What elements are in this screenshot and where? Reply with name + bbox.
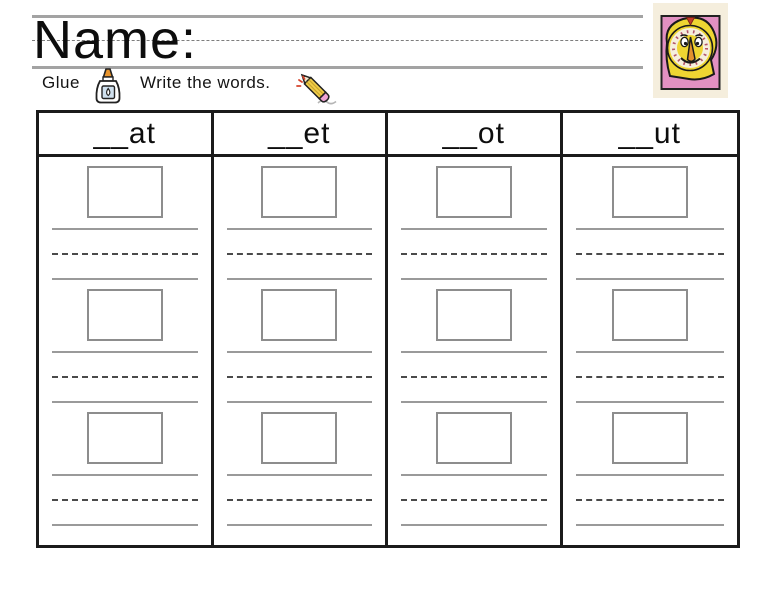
column-ut (563, 157, 738, 545)
picture-glue-box (86, 166, 163, 218)
writing-line-solid (52, 524, 198, 526)
writing-line-solid (401, 474, 547, 476)
glue-instruction-label: Glue (42, 73, 80, 92)
glue-slot (39, 412, 211, 526)
glue-slot (39, 289, 211, 403)
glue-slot (563, 289, 738, 403)
writing-line-solid (575, 278, 724, 280)
writing-line-solid (575, 351, 724, 353)
picture-glue-box (261, 412, 338, 464)
glue-slot (563, 412, 738, 526)
glue-slot (214, 166, 386, 280)
writing-line-solid (575, 524, 724, 526)
picture-glue-box (435, 289, 512, 341)
writing-line-solid (226, 351, 372, 353)
writing-line-dashed (226, 253, 372, 255)
writing-line-dashed (401, 376, 547, 378)
glue-bottle-icon (93, 67, 123, 110)
picture-glue-box (611, 166, 688, 218)
picture-glue-box (611, 412, 688, 464)
writing-line-dashed (226, 376, 372, 378)
column-et (214, 157, 388, 545)
column-header-et: __et (213, 113, 388, 157)
picture-glue-box (86, 412, 163, 464)
writing-line-solid (52, 401, 198, 403)
writing-line-solid (401, 278, 547, 280)
writing-line-solid (226, 228, 372, 230)
writing-line-solid (52, 278, 198, 280)
picture-glue-box (435, 412, 512, 464)
pencil-icon (296, 70, 338, 111)
picture-glue-box (611, 289, 688, 341)
glue-slot (563, 166, 738, 280)
column-at (39, 157, 214, 545)
writing-line-dashed (52, 253, 198, 255)
writing-line-solid (401, 524, 547, 526)
writing-line-solid (575, 228, 724, 230)
glue-slot (388, 412, 560, 526)
column-header-ut: __ut (562, 113, 737, 157)
writing-line-dashed (575, 376, 724, 378)
writing-line-solid (52, 474, 198, 476)
smiling-dial-face-clipart (653, 3, 728, 103)
handwriting-line-top (32, 15, 643, 18)
glue-slot (214, 412, 386, 526)
picture-glue-box (261, 289, 338, 341)
writing-line-solid (401, 401, 547, 403)
glue-slot (388, 166, 560, 280)
writing-line-dashed (401, 499, 547, 501)
writing-line-solid (401, 351, 547, 353)
writing-line-solid (575, 474, 724, 476)
glue-slot (214, 289, 386, 403)
picture-glue-box (435, 166, 512, 218)
writing-line-solid (226, 401, 372, 403)
writing-line-solid (401, 228, 547, 230)
writing-line-dashed (575, 499, 724, 501)
column-header-ot: __ot (388, 113, 563, 157)
handwriting-line-middle (32, 40, 643, 41)
word-family-table: __at __et __ot __ut (36, 110, 740, 548)
picture-glue-box (261, 166, 338, 218)
writing-line-dashed (401, 253, 547, 255)
writing-line-dashed (52, 499, 198, 501)
glue-slot (388, 289, 560, 403)
writing-line-solid (226, 474, 372, 476)
write-instruction-label: Write the words. (140, 73, 271, 92)
writing-line-solid (52, 351, 198, 353)
writing-line-solid (226, 524, 372, 526)
writing-line-dashed (575, 253, 724, 255)
handwriting-line-bottom (32, 66, 643, 69)
glue-slot (39, 166, 211, 280)
column-ot (388, 157, 563, 545)
picture-glue-box (86, 289, 163, 341)
writing-line-solid (575, 401, 724, 403)
writing-line-solid (52, 228, 198, 230)
name-label: Name: (33, 10, 198, 70)
writing-line-dashed (226, 499, 372, 501)
writing-line-solid (226, 278, 372, 280)
writing-line-dashed (52, 376, 198, 378)
column-header-at: __at (39, 113, 214, 157)
